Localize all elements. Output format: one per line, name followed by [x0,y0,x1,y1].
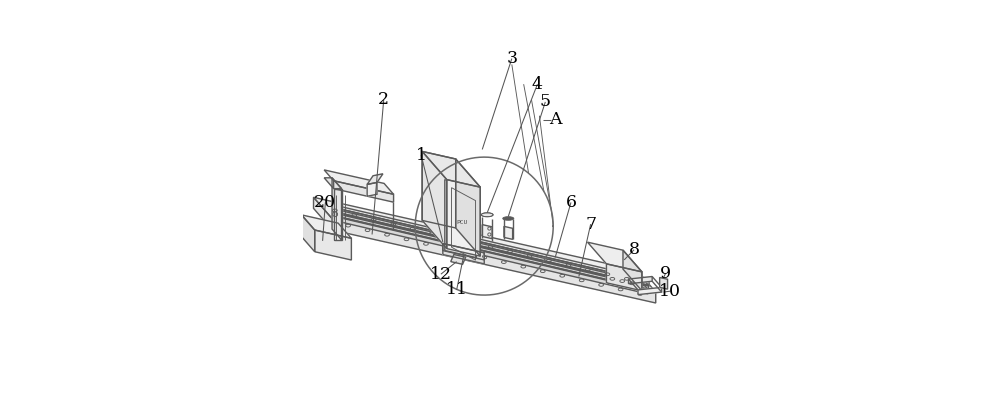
Polygon shape [301,215,351,238]
Polygon shape [447,179,480,256]
Polygon shape [332,219,656,303]
Polygon shape [334,209,648,285]
Text: 12: 12 [430,266,452,283]
Polygon shape [606,264,642,291]
Polygon shape [332,178,342,240]
Polygon shape [334,181,394,202]
Text: 4: 4 [532,76,543,93]
Text: A: A [549,111,561,128]
Text: 11: 11 [446,281,468,299]
Polygon shape [334,213,648,289]
Text: 8: 8 [629,241,640,258]
Ellipse shape [481,213,493,217]
Text: 9: 9 [660,265,671,282]
Polygon shape [443,243,484,264]
Text: 6: 6 [565,194,576,211]
Polygon shape [314,197,656,292]
Polygon shape [314,197,332,230]
Polygon shape [422,151,480,187]
Polygon shape [367,183,377,196]
Text: 2: 2 [378,91,389,108]
Polygon shape [445,179,476,258]
Polygon shape [324,178,342,189]
Polygon shape [660,278,668,289]
Polygon shape [422,151,456,228]
Text: 20: 20 [314,194,336,211]
Polygon shape [337,212,648,290]
Polygon shape [335,205,649,281]
Polygon shape [629,276,652,284]
Polygon shape [324,170,394,194]
Polygon shape [482,225,492,239]
Text: 7: 7 [585,216,596,233]
Text: 3: 3 [506,50,517,67]
Text: 5: 5 [540,93,551,110]
Polygon shape [638,287,662,295]
Polygon shape [456,159,480,256]
Polygon shape [588,242,642,272]
Polygon shape [451,254,466,264]
Text: 10: 10 [659,283,681,300]
Polygon shape [623,250,642,291]
Polygon shape [301,215,315,252]
Polygon shape [315,230,351,260]
Text: PCU: PCU [457,220,468,225]
Polygon shape [504,226,513,239]
Text: 1: 1 [416,146,427,164]
Polygon shape [338,208,649,286]
Ellipse shape [503,217,514,220]
Polygon shape [336,216,648,294]
Polygon shape [367,174,383,185]
Polygon shape [422,151,447,249]
Polygon shape [443,243,484,260]
Polygon shape [334,189,342,240]
